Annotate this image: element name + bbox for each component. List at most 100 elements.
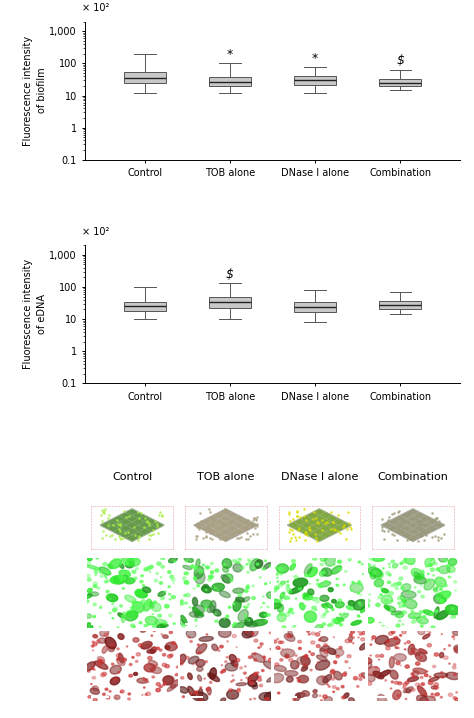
Circle shape <box>397 582 401 585</box>
Ellipse shape <box>331 566 341 574</box>
Circle shape <box>122 577 126 579</box>
Ellipse shape <box>320 648 328 657</box>
Circle shape <box>231 579 233 582</box>
Ellipse shape <box>90 688 100 694</box>
Circle shape <box>168 586 170 587</box>
Circle shape <box>136 661 138 663</box>
Circle shape <box>254 639 258 642</box>
Point <box>202 526 210 538</box>
Point <box>118 533 125 545</box>
Circle shape <box>116 654 121 657</box>
Ellipse shape <box>120 575 128 584</box>
Point <box>286 516 294 527</box>
Circle shape <box>100 575 103 577</box>
Circle shape <box>246 677 247 679</box>
Circle shape <box>396 661 400 665</box>
Circle shape <box>315 600 319 603</box>
Circle shape <box>184 595 186 597</box>
Ellipse shape <box>322 604 328 608</box>
Point <box>417 531 425 542</box>
Ellipse shape <box>336 617 344 621</box>
Point <box>389 528 396 540</box>
Circle shape <box>228 689 233 691</box>
Ellipse shape <box>248 681 257 687</box>
Ellipse shape <box>408 612 421 619</box>
Circle shape <box>337 560 341 563</box>
Circle shape <box>316 597 318 599</box>
Circle shape <box>224 669 225 671</box>
Circle shape <box>185 582 189 584</box>
Circle shape <box>354 676 357 680</box>
Circle shape <box>262 670 264 671</box>
Circle shape <box>106 578 107 579</box>
Circle shape <box>140 580 143 583</box>
Circle shape <box>448 693 453 696</box>
Ellipse shape <box>294 694 301 701</box>
Circle shape <box>191 565 194 568</box>
Ellipse shape <box>429 677 439 681</box>
Ellipse shape <box>195 612 201 616</box>
Circle shape <box>353 643 354 644</box>
Ellipse shape <box>341 613 348 619</box>
Point <box>313 536 321 547</box>
Ellipse shape <box>163 676 174 684</box>
Circle shape <box>402 605 405 607</box>
Point <box>288 533 295 544</box>
Circle shape <box>85 600 89 602</box>
Ellipse shape <box>178 620 185 625</box>
Ellipse shape <box>221 575 230 583</box>
Circle shape <box>238 562 240 564</box>
Circle shape <box>228 607 231 608</box>
Circle shape <box>332 619 337 622</box>
Circle shape <box>427 630 428 631</box>
Point <box>419 528 426 539</box>
Circle shape <box>157 562 161 565</box>
Point <box>294 505 301 517</box>
Ellipse shape <box>252 685 257 689</box>
Circle shape <box>240 566 244 569</box>
Circle shape <box>386 640 390 643</box>
Ellipse shape <box>438 554 447 562</box>
Point <box>384 525 392 536</box>
Circle shape <box>362 631 366 635</box>
Ellipse shape <box>119 570 130 578</box>
Ellipse shape <box>303 593 309 598</box>
Polygon shape <box>288 509 351 541</box>
Circle shape <box>402 602 405 604</box>
Circle shape <box>401 587 404 589</box>
Circle shape <box>442 570 444 572</box>
Circle shape <box>427 671 428 672</box>
Ellipse shape <box>440 598 446 603</box>
Circle shape <box>247 603 250 605</box>
Circle shape <box>180 600 183 602</box>
Circle shape <box>244 615 246 616</box>
Circle shape <box>193 577 197 579</box>
Circle shape <box>388 564 391 565</box>
Ellipse shape <box>118 613 124 617</box>
Point <box>237 526 244 537</box>
Circle shape <box>420 585 422 586</box>
Circle shape <box>174 561 176 562</box>
Point <box>397 517 405 528</box>
Point <box>158 510 165 521</box>
Point <box>146 533 153 545</box>
Circle shape <box>345 571 347 572</box>
Circle shape <box>296 678 298 679</box>
Circle shape <box>388 574 391 576</box>
Circle shape <box>204 605 207 608</box>
Circle shape <box>370 575 372 577</box>
Circle shape <box>91 645 94 647</box>
Circle shape <box>257 672 259 673</box>
Circle shape <box>432 666 436 668</box>
Circle shape <box>194 579 196 580</box>
Circle shape <box>122 587 124 589</box>
Circle shape <box>244 672 246 674</box>
Ellipse shape <box>281 581 285 584</box>
Ellipse shape <box>236 597 244 602</box>
Ellipse shape <box>295 693 305 697</box>
Ellipse shape <box>255 560 263 568</box>
Circle shape <box>454 581 457 583</box>
Circle shape <box>130 607 135 610</box>
Circle shape <box>433 574 435 576</box>
Circle shape <box>172 596 175 599</box>
